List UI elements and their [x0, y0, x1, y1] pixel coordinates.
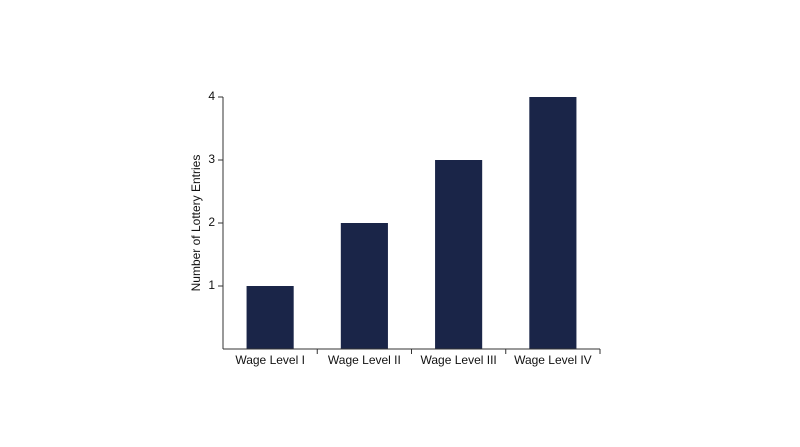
x-tick-label: Wage Level I — [235, 353, 305, 367]
y-tick-label: 2 — [208, 215, 215, 229]
x-tick-label: Wage Level III — [420, 353, 496, 367]
y-tick-label: 4 — [208, 89, 215, 103]
bar — [529, 97, 577, 349]
bar — [340, 223, 388, 349]
y-tick-label: 3 — [208, 152, 215, 166]
bar — [435, 160, 483, 349]
y-tick-label: 1 — [208, 278, 215, 292]
x-tick-label: Wage Level IV — [514, 353, 592, 367]
bar — [246, 286, 294, 349]
x-tick-label: Wage Level II — [328, 353, 401, 367]
y-axis-label: Number of Lottery Entries — [189, 155, 203, 292]
